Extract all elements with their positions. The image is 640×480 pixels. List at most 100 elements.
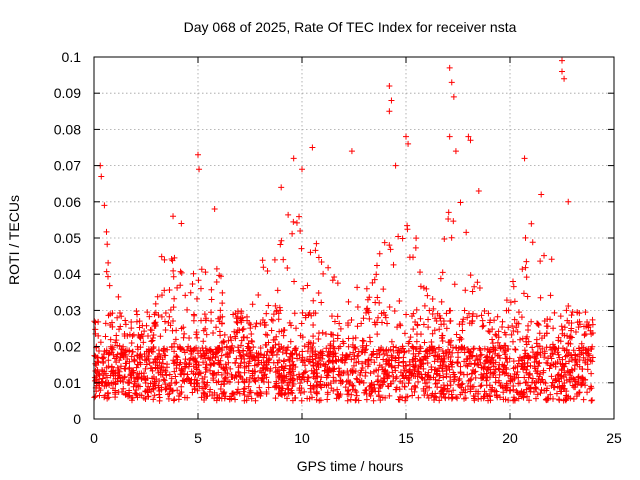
- data-point: [358, 320, 365, 327]
- data-point: [170, 304, 177, 311]
- data-point: [565, 358, 572, 365]
- data-point: [451, 281, 458, 288]
- data-point: [241, 391, 248, 398]
- data-point: [234, 386, 241, 393]
- data-point: [330, 338, 337, 345]
- data-point: [466, 352, 473, 359]
- data-point: [208, 317, 215, 324]
- data-point: [240, 347, 247, 354]
- data-point: [515, 357, 522, 364]
- data-point: [480, 395, 487, 402]
- data-point: [296, 352, 303, 359]
- data-point: [386, 108, 393, 115]
- data-point: [109, 323, 116, 330]
- data-point: [305, 343, 312, 350]
- data-point: [187, 289, 194, 296]
- data-point: [508, 331, 515, 338]
- data-point: [319, 355, 326, 362]
- data-point: [386, 242, 393, 249]
- data-point: [241, 333, 248, 340]
- data-point: [421, 353, 428, 360]
- data-point: [148, 365, 155, 372]
- data-point: [114, 378, 121, 385]
- data-point: [589, 343, 596, 350]
- data-point: [278, 376, 285, 383]
- data-point: [298, 356, 305, 363]
- data-point: [263, 390, 270, 397]
- data-point: [431, 396, 438, 403]
- data-point: [239, 314, 246, 321]
- data-point: [471, 369, 478, 376]
- data-point: [152, 300, 159, 307]
- data-point: [330, 343, 337, 350]
- data-point: [99, 375, 106, 382]
- data-point: [554, 358, 561, 365]
- data-point: [257, 320, 264, 327]
- data-point: [337, 356, 344, 363]
- data-point: [488, 388, 495, 395]
- data-point: [391, 308, 398, 315]
- data-point: [260, 365, 267, 372]
- data-point: [281, 357, 288, 364]
- data-point: [169, 388, 176, 395]
- data-point: [207, 362, 214, 369]
- data-point: [281, 327, 288, 334]
- data-point: [494, 339, 501, 346]
- data-point: [507, 299, 514, 306]
- data-point: [122, 317, 129, 324]
- data-point: [481, 370, 488, 377]
- data-point: [235, 369, 242, 376]
- data-point: [565, 198, 572, 205]
- data-point: [538, 191, 545, 198]
- data-point: [405, 340, 412, 347]
- data-point: [196, 166, 203, 173]
- data-point: [189, 389, 196, 396]
- data-point: [456, 375, 463, 382]
- data-point: [481, 307, 488, 314]
- data-point: [406, 376, 413, 383]
- data-point: [116, 342, 123, 349]
- data-point: [543, 387, 550, 394]
- data-point: [228, 344, 235, 351]
- data-point: [330, 350, 337, 357]
- data-point: [302, 312, 309, 319]
- data-point: [399, 235, 406, 242]
- data-point: [445, 209, 452, 216]
- data-point: [278, 237, 285, 244]
- data-point: [431, 358, 438, 365]
- data-point: [428, 338, 435, 345]
- x-tick-label: 10: [294, 430, 310, 446]
- data-point: [248, 395, 255, 402]
- data-point: [544, 316, 551, 323]
- data-point: [520, 290, 527, 297]
- data-point: [168, 375, 175, 382]
- data-point: [257, 351, 264, 358]
- data-point: [140, 339, 147, 346]
- data-point: [224, 370, 231, 377]
- data-point: [514, 328, 521, 335]
- data-point: [212, 353, 219, 360]
- data-point: [233, 315, 240, 322]
- data-point: [397, 322, 404, 329]
- data-point: [164, 391, 171, 398]
- data-point: [316, 358, 323, 365]
- data-point: [104, 241, 111, 248]
- data-point: [450, 378, 457, 385]
- data-point: [408, 372, 415, 379]
- data-point: [380, 356, 387, 363]
- data-point: [420, 385, 427, 392]
- data-point: [105, 389, 112, 396]
- data-point: [471, 361, 478, 368]
- data-point: [386, 304, 393, 311]
- data-point: [545, 355, 552, 362]
- data-point: [301, 388, 308, 395]
- data-point: [141, 328, 148, 335]
- data-point: [219, 346, 226, 353]
- data-point: [380, 286, 387, 293]
- data-point: [522, 234, 529, 241]
- data-point: [116, 368, 123, 375]
- data-point: [272, 302, 279, 309]
- data-point: [298, 397, 305, 404]
- data-point: [436, 365, 443, 372]
- data-point: [440, 382, 447, 389]
